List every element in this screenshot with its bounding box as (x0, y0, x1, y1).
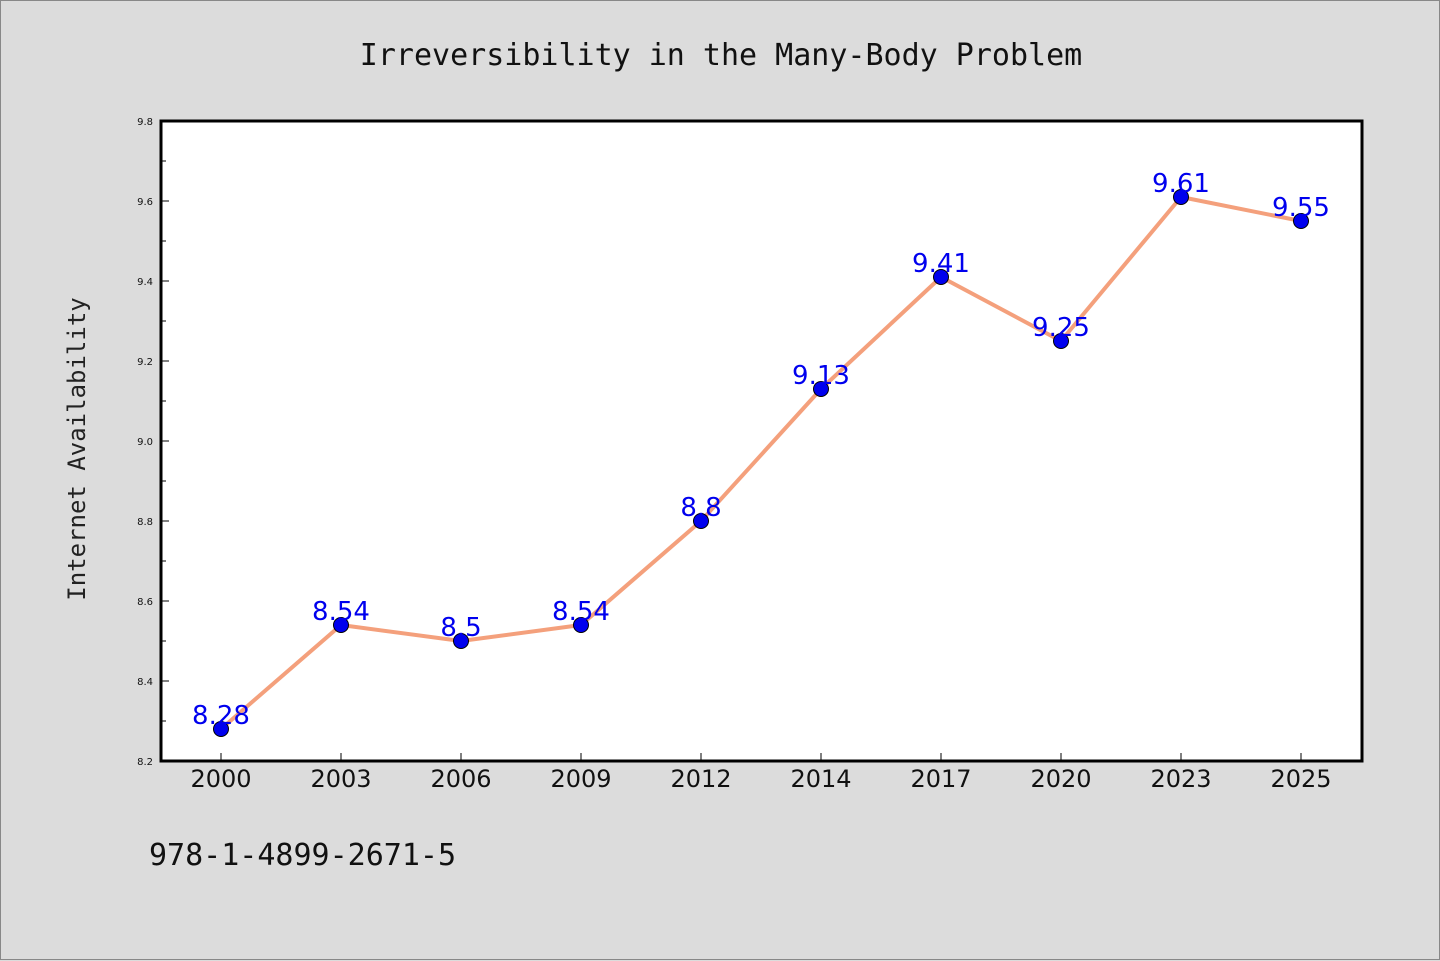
data-label: 8.5 (440, 613, 481, 643)
y-tick-label: 9.8 (137, 117, 153, 128)
x-tick-label: 2017 (910, 765, 971, 793)
data-label: 9.13 (792, 361, 850, 391)
x-tick-label: 2014 (790, 765, 851, 793)
x-axis: 2000 2003 2006 2009 2012 2014 2017 2020 2023 2025 (190, 753, 1332, 793)
x-tick-label: 2012 (670, 765, 731, 793)
data-point-marker (933, 269, 949, 285)
plot-area (159, 119, 1364, 763)
y-tick-label: 9.2 (137, 357, 153, 368)
x-tick-label: 2020 (1030, 765, 1091, 793)
isbn-footer: 978-1-4899-2671-5 (149, 838, 456, 873)
y-tick-label: 8.8 (137, 517, 153, 528)
data-label: 8.54 (552, 597, 610, 627)
x-tick-label: 2003 (310, 765, 371, 793)
y-tick-label: 8.2 (137, 757, 153, 768)
x-tick-label: 2025 (1270, 765, 1331, 793)
data-point-marker (213, 721, 229, 737)
y-tick-label: 9.4 (137, 277, 153, 288)
y-tick-label: 8.4 (137, 677, 153, 688)
y-tick-label: 9.0 (137, 437, 153, 448)
x-tick-label: 2009 (550, 765, 611, 793)
data-point-marker (813, 381, 829, 397)
data-point-marker (693, 513, 709, 529)
data-point-marker (1053, 333, 1069, 349)
data-label: 8.54 (312, 597, 370, 627)
chart-title: Irreversibility in the Many-Body Problem (360, 38, 1082, 73)
data-point-marker (453, 633, 469, 649)
x-tick-label: 2000 (190, 765, 251, 793)
y-axis: 8.2 8.4 8.6 8.8 9.0 9.2 9.4 9.6 9.8 (137, 117, 169, 768)
data-point-marker (1293, 213, 1309, 229)
data-label: 9.41 (912, 249, 970, 279)
series-line (219, 195, 1303, 731)
data-label: 9.61 (1152, 169, 1210, 199)
data-labels: 8.28 8.54 8.5 8.54 8.8 9.13 9.41 9.25 9.61 9.55 (192, 169, 1330, 731)
data-point-marker (1173, 189, 1189, 205)
data-series (213, 189, 1309, 737)
x-tick-label: 2023 (1150, 765, 1211, 793)
data-label: 9.55 (1272, 193, 1330, 223)
data-label: 9.25 (1032, 313, 1090, 343)
y-tick-label: 9.6 (137, 197, 153, 208)
data-label: 8.28 (192, 701, 250, 731)
data-label: 8.8 (680, 493, 721, 523)
y-axis-label: Internet Availability (63, 297, 91, 600)
data-point-marker (573, 617, 589, 633)
x-tick-label: 2006 (430, 765, 491, 793)
data-point-marker (333, 617, 349, 633)
y-tick-label: 8.6 (137, 597, 153, 608)
